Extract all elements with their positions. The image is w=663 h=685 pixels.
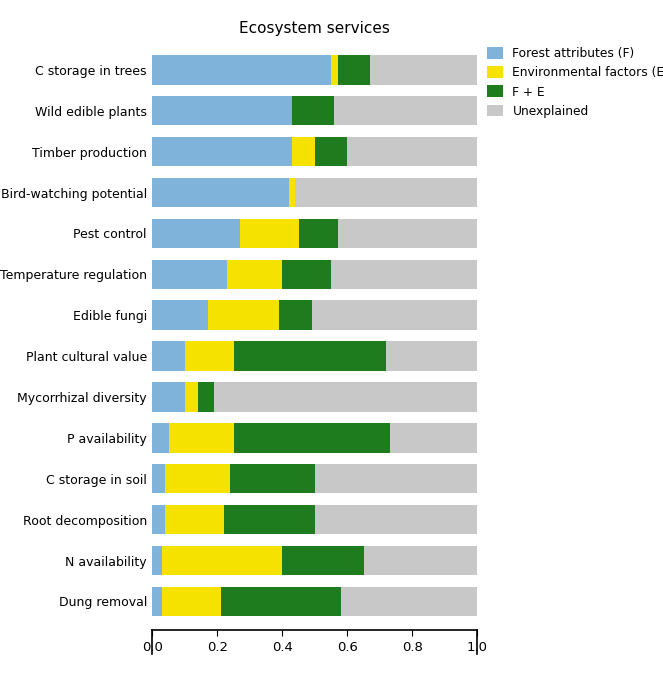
Bar	[162, 587, 221, 616]
Bar	[152, 464, 166, 493]
Bar	[185, 341, 233, 371]
Bar	[208, 301, 279, 330]
Bar	[292, 137, 315, 166]
Bar	[224, 505, 315, 534]
Bar	[152, 341, 185, 371]
Bar	[227, 260, 282, 289]
Bar	[296, 178, 477, 208]
Bar	[231, 464, 315, 493]
Bar	[337, 219, 477, 248]
Title: Ecosystem services: Ecosystem services	[239, 21, 391, 36]
Bar	[152, 382, 185, 412]
Bar	[152, 546, 162, 575]
Bar	[233, 341, 387, 371]
Bar	[282, 546, 363, 575]
Bar	[390, 423, 477, 453]
Bar	[152, 96, 292, 125]
Bar	[152, 178, 289, 208]
Bar	[152, 423, 168, 453]
Bar	[387, 341, 477, 371]
Bar	[332, 55, 337, 84]
Legend: Forest attributes (F), Environmental factors (E), F + E, Unexplained: Forest attributes (F), Environmental fac…	[487, 47, 663, 118]
Bar	[315, 464, 477, 493]
Bar	[166, 505, 224, 534]
Bar	[341, 587, 477, 616]
Bar	[363, 546, 477, 575]
Bar	[152, 55, 332, 84]
Bar	[168, 423, 233, 453]
Bar	[162, 546, 282, 575]
Bar	[152, 260, 227, 289]
Bar	[152, 505, 166, 534]
Bar	[233, 423, 390, 453]
Bar	[166, 464, 231, 493]
Bar	[347, 137, 477, 166]
Bar	[152, 301, 208, 330]
Bar	[332, 260, 477, 289]
Bar	[214, 382, 477, 412]
Bar	[315, 137, 347, 166]
Bar	[221, 587, 341, 616]
Bar	[315, 505, 477, 534]
Bar	[370, 55, 477, 84]
Bar	[279, 301, 312, 330]
Bar	[185, 382, 198, 412]
Bar	[299, 219, 337, 248]
Bar	[312, 301, 477, 330]
Bar	[152, 137, 292, 166]
Bar	[152, 587, 162, 616]
Bar	[198, 382, 214, 412]
Bar	[292, 96, 334, 125]
Bar	[289, 178, 296, 208]
Bar	[240, 219, 299, 248]
Bar	[282, 260, 332, 289]
Bar	[334, 96, 477, 125]
Bar	[152, 219, 240, 248]
Bar	[337, 55, 370, 84]
